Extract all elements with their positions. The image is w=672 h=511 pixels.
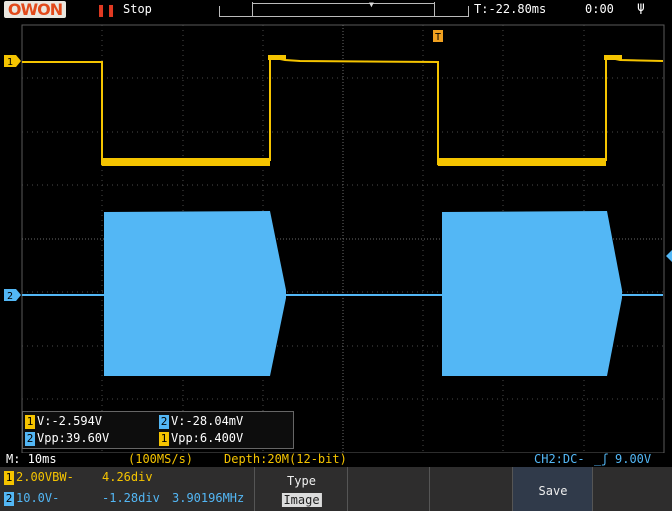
trigger-level: 9.00V [615,452,652,466]
pause-icon: ❚❚ [96,3,117,17]
trigger-source[interactable]: CH2:DC- [534,452,585,466]
ch1-level-marker[interactable]: 1 [4,55,21,68]
ch2-waveform [22,211,663,376]
measurement-panel[interactable]: 1 V:-2.594V 2 V:-28.04mV 2 Vpp:39.60V 1 Vpp:… [22,411,294,449]
softkey-type-label: Type [287,474,316,488]
waveform-display: T 1 2 [4,24,672,454]
ch2-offset: -1.28div [102,491,160,505]
trigger-position-marker[interactable]: T [433,30,443,43]
measurement-item: 2 V:-28.04mV [159,414,244,429]
measurement-item: 1 Vpp:6.400V [159,431,244,446]
softkey-empty-2[interactable] [347,467,430,511]
ch2-level-marker[interactable]: 2 [4,289,21,302]
ch2-info[interactable]: 2 10.0V- -1.28div 3.90196MHz [4,491,245,506]
softkey-type[interactable]: Type Image [254,467,348,511]
ch1-scale: 2.00VBW- [16,470,74,484]
usb-icon: ψ [637,0,645,15]
brand-text: OWON [7,0,63,19]
measurement-item: 2 Vpp:39.60V [25,431,110,446]
softkey-type-value: Image [281,493,322,507]
memory-depth: Depth:20M(12-bit) [224,452,347,466]
acquisition-status-bar: M: 10ms (100MS/s) Depth:20M(12-bit) CH2:… [0,452,672,467]
svg-text:1: 1 [7,57,13,68]
clock: 0:00 [585,2,614,16]
ch1-waveform-noise [102,55,622,166]
ch1-info[interactable]: 1 2.00VBW- 4.26div [4,470,153,485]
measurement-item: 1 V:-2.594V [25,414,103,429]
ch2-frequency: 3.90196MHz [172,491,245,505]
ch2-scale: 10.0V- [16,491,60,505]
svg-text:2: 2 [7,291,13,302]
rising-edge-icon: _ʃ [594,452,609,466]
softkey-save[interactable]: Save [512,467,593,511]
memory-timeline[interactable]: ▼ [219,0,469,17]
softkey-save-label: Save [538,484,568,498]
timebase[interactable]: M: 10ms [6,452,57,466]
trigger-position: T:-22.80ms [474,2,547,16]
softkey-menu: Type Image Save [254,467,672,511]
svg-text:T: T [435,32,441,43]
softkey-empty-5[interactable] [592,467,672,511]
measurement-row: 2 Vpp:39.60V 1 Vpp:6.400V [23,430,293,448]
ch1-offset: 4.26div [102,470,153,484]
measurement-row: 1 V:-2.594V 2 V:-28.04mV [23,413,293,431]
trigger-level-marker[interactable] [666,250,672,262]
sample-rate: (100MS/s) [128,452,194,466]
timeline-position-marker: ▼ [369,0,374,9]
run-state[interactable]: Stop [123,2,152,16]
top-status-bar: OWON ❚❚ Stop ▼ T:-22.80ms 0:00 ψ [0,0,672,20]
brand-logo: OWON [4,0,66,19]
softkey-empty-3[interactable] [429,467,513,511]
